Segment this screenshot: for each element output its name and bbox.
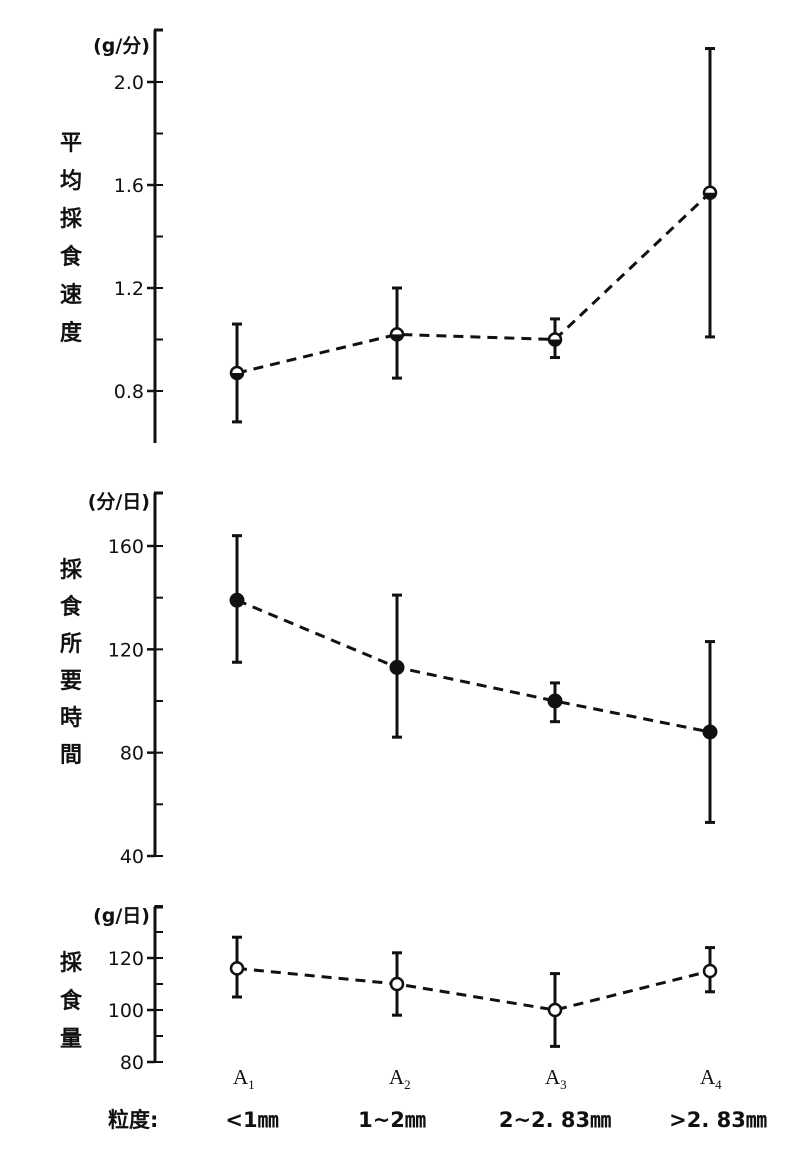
particle-size-label: >2. 83㎜ bbox=[669, 1108, 767, 1132]
panel-feeding-time-unit: (分/日) bbox=[88, 491, 150, 513]
data-point-fill bbox=[704, 192, 716, 199]
y-tick-label: 1.6 bbox=[114, 175, 144, 197]
panel-feeding-rate-unit: (g/分) bbox=[93, 35, 150, 57]
y-tick-label: 80 bbox=[120, 1052, 144, 1074]
data-point bbox=[229, 961, 245, 976]
series-line bbox=[236, 191, 712, 375]
y-tick-label: 0.8 bbox=[114, 381, 144, 403]
panel-feed-intake-unit: (g/日) bbox=[93, 905, 150, 927]
x-category-label: A1 bbox=[233, 1065, 255, 1092]
data-point bbox=[702, 963, 718, 979]
y-axis-label-char: 採 bbox=[60, 950, 83, 976]
x-category-label: A2 bbox=[389, 1065, 411, 1092]
panel-feed-intake: (g/日) 120 100 80 採食量 bbox=[60, 905, 718, 1074]
y-tick-label: 100 bbox=[108, 1000, 144, 1022]
particle-size-label: 1~2㎜ bbox=[358, 1108, 426, 1132]
data-point bbox=[389, 659, 405, 675]
data-point-fill bbox=[231, 372, 243, 379]
data-point-fill bbox=[549, 339, 561, 346]
y-axis-label-char: 度 bbox=[60, 320, 83, 346]
y-tick-label: 80 bbox=[120, 743, 144, 765]
y-axis-label-char: 所 bbox=[60, 631, 82, 657]
y-axis-label-char: 食 bbox=[60, 594, 83, 620]
y-tick-label: 120 bbox=[108, 948, 144, 970]
data-point bbox=[547, 1002, 563, 1018]
y-axis-label-char: 均 bbox=[60, 168, 82, 194]
y-axis-label-char: 量 bbox=[60, 1026, 82, 1052]
y-axis-label-char: 時 bbox=[60, 705, 82, 731]
y-tick-label: 1.2 bbox=[114, 278, 144, 300]
data-point bbox=[547, 693, 563, 709]
particle-size-label: 2~2. 83㎜ bbox=[499, 1108, 611, 1132]
y-tick-label: 2.0 bbox=[114, 72, 144, 94]
y-axis-label-char: 採 bbox=[60, 557, 83, 583]
x-category-labels: A1 A2 A3 A4 bbox=[233, 1065, 722, 1092]
y-tick-label: 160 bbox=[108, 536, 144, 558]
y-tick-label: 40 bbox=[120, 846, 144, 868]
x-category-label: A4 bbox=[700, 1065, 722, 1092]
y-axis-label-char: 間 bbox=[60, 742, 82, 768]
x-category-label: A3 bbox=[545, 1065, 567, 1092]
y-axis-label-char: 食 bbox=[60, 244, 83, 270]
series-line bbox=[236, 966, 711, 1012]
y-axis-label-char: 要 bbox=[60, 668, 82, 694]
data-point bbox=[389, 976, 405, 992]
y-axis-label-char: 採 bbox=[60, 206, 83, 232]
particle-size-label: <1㎜ bbox=[225, 1108, 278, 1132]
y-axis-label-char: 速 bbox=[60, 282, 82, 308]
y-axis-label-char: 平 bbox=[60, 130, 82, 156]
particle-size-row: 粒度: <1㎜ 1~2㎜ 2~2. 83㎜ >2. 83㎜ bbox=[108, 1108, 767, 1132]
data-point bbox=[229, 592, 245, 608]
series-line bbox=[236, 598, 711, 734]
y-tick-label: 120 bbox=[108, 639, 144, 661]
y-axis-label-char: 食 bbox=[60, 988, 83, 1014]
particle-size-prefix: 粒度: bbox=[108, 1108, 158, 1132]
data-point bbox=[702, 724, 718, 740]
data-point-fill bbox=[391, 334, 403, 341]
